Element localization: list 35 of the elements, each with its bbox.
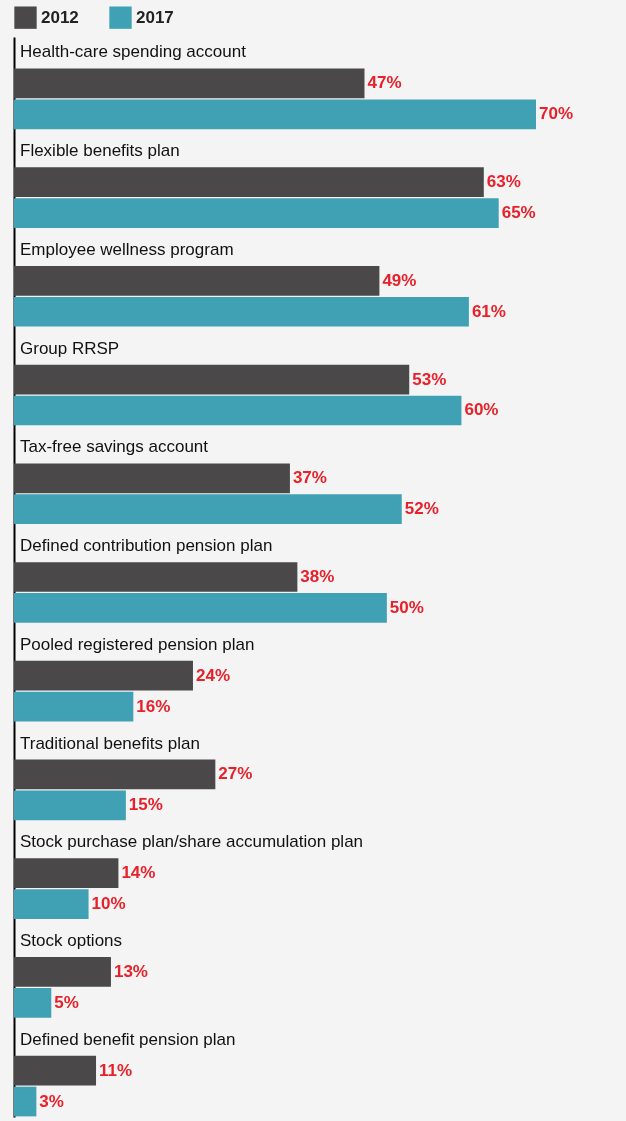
data-label: 61%	[471, 301, 506, 321]
data-label: 60%	[464, 400, 499, 420]
data-label: 49%	[382, 270, 417, 290]
data-label: 15%	[128, 795, 163, 815]
y-tick-label: Health-care spending account	[20, 42, 247, 62]
data-label: 13%	[113, 961, 148, 981]
data-label: 10%	[91, 894, 126, 914]
y-tick-label: Defined contribution pension plan	[20, 536, 273, 556]
y-tick-label: Pooled registered pension plan	[20, 634, 255, 654]
data-label: 14%	[121, 863, 156, 883]
legend-label: 2012	[41, 7, 79, 27]
y-tick-label: Traditional benefits plan	[20, 733, 200, 753]
data-label: 38%	[300, 567, 335, 586]
data-label: 3%	[39, 1091, 64, 1111]
legend-label: 2017	[136, 7, 174, 27]
data-label: 65%	[501, 203, 536, 223]
y-tick-label: Group RRSP	[20, 338, 120, 358]
y-tick-label: Defined benefit pension plan	[20, 1029, 236, 1049]
data-label: 24%	[195, 665, 230, 685]
data-label: 47%	[367, 73, 402, 93]
y-tick-label: Employee wellness program	[20, 239, 234, 259]
data-label: 63%	[486, 172, 521, 192]
y-tick-label: Stock options	[20, 930, 123, 950]
data-label: 50%	[389, 597, 424, 617]
y-tick-label: Tax-free savings account	[20, 437, 209, 457]
data-label: 27%	[218, 764, 253, 784]
data-label: 5%	[54, 992, 79, 1012]
data-label: 37%	[292, 468, 327, 488]
data-label: 52%	[404, 499, 439, 519]
data-label: 53%	[412, 369, 447, 389]
data-label: 16%	[136, 696, 171, 716]
y-tick-label: Flexible benefits plan	[20, 141, 180, 161]
y-tick-label: Stock purchase plan/share accumulation plan	[20, 832, 364, 852]
data-label: 11%	[99, 1060, 133, 1080]
data-label: 70%	[539, 104, 574, 124]
